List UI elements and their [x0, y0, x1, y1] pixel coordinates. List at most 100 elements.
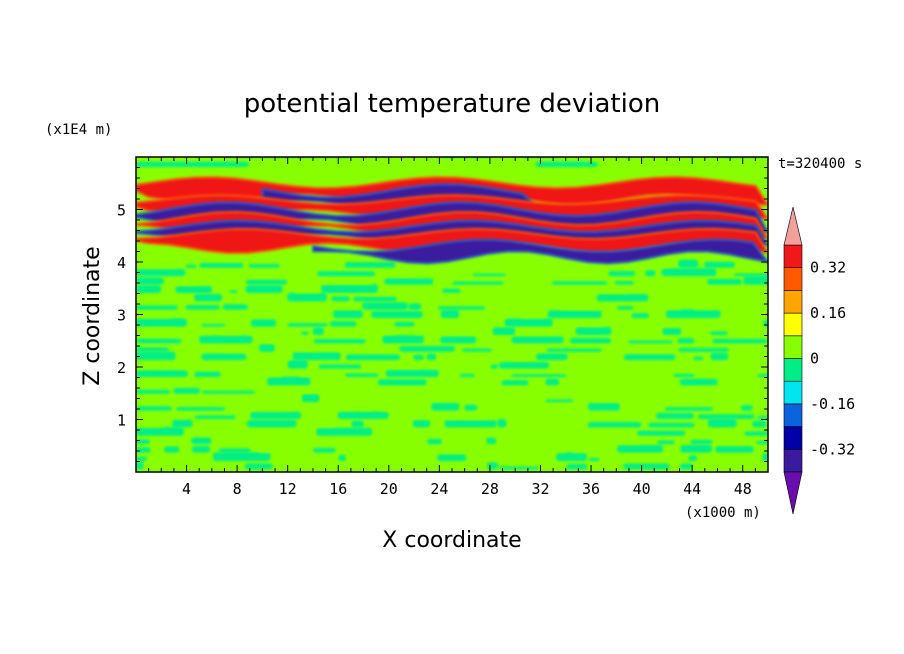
x-axis: 4 8 12 16 20 24 28 32 36 40 44 48: [148, 157, 756, 498]
colorbar-label: -0.16: [810, 395, 855, 413]
field-patch: [653, 323, 687, 327]
field-patch: [634, 306, 682, 310]
field-patch: [349, 445, 405, 453]
field-patch: [595, 431, 619, 436]
field-patch: [213, 279, 243, 285]
x-tick-label: 4: [182, 480, 191, 498]
field-patch: [175, 286, 213, 293]
field-patch: [301, 393, 320, 403]
field-patch: [715, 446, 754, 453]
field-patch: [655, 412, 695, 419]
colorbar-segment: [783, 403, 803, 427]
field-patch: [394, 321, 415, 327]
field-patch: [362, 463, 393, 470]
field-patch: [172, 278, 198, 285]
field-patch: [666, 309, 721, 319]
y-tick-label: 4: [117, 254, 126, 272]
field-patch: [136, 285, 162, 293]
y-tick-label: 2: [117, 359, 126, 377]
field-patch: [707, 455, 751, 461]
field-patch: [136, 398, 170, 403]
field-patch: [332, 387, 358, 394]
x-tick-label: 32: [531, 480, 549, 498]
field-patch: [136, 318, 187, 327]
colorbar-segment: [783, 335, 803, 359]
field-patch: [678, 259, 699, 268]
field-patch: [497, 431, 528, 436]
field-patch: [504, 343, 538, 352]
field-patch: [690, 323, 748, 327]
field-patch: [712, 338, 768, 344]
field-patch: [616, 305, 634, 310]
colorbar-label: 0.16: [810, 304, 846, 322]
field-patch: [532, 404, 587, 411]
field-patch: [762, 297, 768, 302]
field-patch: [414, 328, 423, 335]
field-patch: [216, 326, 243, 335]
field-patch: [374, 359, 421, 369]
field-patch: [413, 354, 425, 361]
field-patch: [176, 406, 226, 411]
field-patch: [536, 353, 568, 361]
field-patch: [588, 461, 615, 470]
field-patch: [679, 378, 718, 386]
field-patch: [136, 351, 176, 361]
field-patch: [464, 404, 478, 411]
field-patch: [299, 373, 330, 377]
field-patch: [524, 267, 545, 277]
y-unit-label: (x1E4 m): [45, 122, 112, 138]
field-patch: [755, 441, 768, 445]
field-patch: [640, 171, 747, 177]
field-patch: [313, 339, 366, 344]
field-patch: [287, 292, 327, 302]
chart-title: potential temperature deviation: [244, 89, 660, 119]
field-patch: [252, 368, 283, 377]
field-patch: [631, 313, 650, 319]
field-patch: [420, 446, 433, 453]
field-patch: [622, 463, 670, 470]
field-patch: [555, 361, 568, 369]
field-patch: [757, 284, 768, 293]
field-patch: [136, 447, 151, 453]
field-patch: [556, 452, 587, 461]
field-patch: [297, 402, 355, 411]
field-patch: [443, 385, 476, 394]
field-patch: [575, 326, 612, 335]
field-patch: [378, 161, 513, 167]
field-patch: [616, 346, 667, 352]
field-patch: [258, 448, 272, 453]
field-patch: [709, 331, 728, 335]
field-patch: [648, 422, 695, 428]
field-patch: [492, 327, 516, 335]
field-patch: [694, 365, 749, 369]
field-patch: [136, 161, 249, 167]
field-patch: [246, 419, 297, 428]
field-patch: [677, 338, 695, 344]
field-patch: [411, 404, 425, 411]
field-patch: [316, 427, 373, 436]
field-patch: [453, 464, 472, 470]
field-patch: [451, 429, 480, 436]
field-patch: [601, 436, 642, 445]
field-patch: [489, 338, 509, 344]
field-patch: [468, 313, 510, 319]
field-patch: [726, 439, 742, 445]
field-patch: [721, 380, 746, 386]
field-patch: [347, 452, 362, 461]
field-patch: [353, 296, 397, 302]
field-patch: [191, 446, 211, 453]
field-band: [312, 238, 768, 265]
y-tick-label: 3: [117, 307, 126, 325]
field-patch: [345, 354, 401, 361]
field-patch: [711, 369, 754, 377]
field-patch: [431, 402, 460, 411]
x-unit-label: (x1000 m): [685, 505, 761, 521]
field-patch: [627, 340, 673, 344]
field-patch: [577, 356, 615, 361]
field-patch: [192, 268, 228, 277]
field-patch: [452, 281, 505, 285]
field-patch: [355, 330, 397, 335]
field-patch: [507, 446, 524, 453]
field-patch: [617, 444, 664, 453]
field-patch: [431, 317, 488, 327]
